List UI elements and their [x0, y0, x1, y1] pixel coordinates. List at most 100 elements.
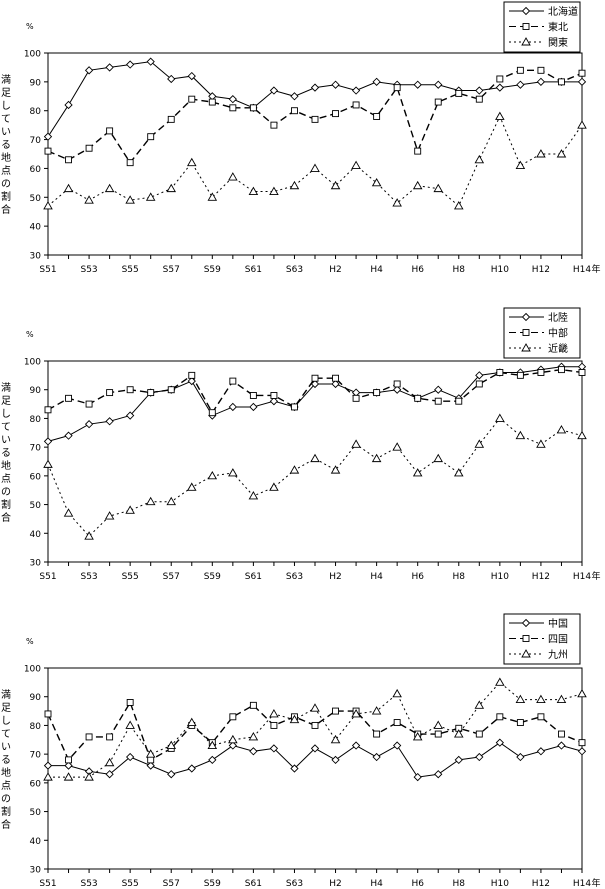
x-tick-label: H8 [453, 265, 466, 275]
data-point [208, 409, 216, 417]
y-axis-label-char: い [1, 435, 11, 446]
x-tick-label: S55 [122, 572, 139, 582]
data-point [186, 482, 197, 491]
data-point [434, 770, 443, 779]
data-point [64, 100, 73, 110]
data-point [125, 195, 135, 204]
data-point [474, 439, 485, 448]
data-point [536, 77, 546, 86]
data-point [147, 756, 155, 764]
data-point [413, 772, 422, 782]
data-point [412, 180, 423, 190]
data-point [373, 113, 381, 120]
y-tick-label: 90 [30, 386, 42, 396]
series-2 [44, 66, 586, 167]
data-point [453, 201, 464, 210]
y-axis-label-char: 足 [1, 702, 11, 714]
data-point [289, 714, 300, 724]
legend-marker [521, 649, 531, 658]
data-point [228, 95, 237, 104]
y-tick-label: 80 [30, 722, 42, 732]
data-point [453, 729, 464, 738]
data-point [270, 392, 278, 399]
data-point [434, 397, 442, 405]
y-tick-label: 40 [30, 837, 42, 847]
y-axis-label-char: 足 [1, 87, 11, 99]
data-point [43, 772, 53, 781]
data-point [536, 439, 546, 448]
y-axis-label-char: て [1, 422, 11, 433]
x-tick-label: H2 [329, 265, 342, 275]
y-tick-label: 80 [30, 415, 42, 425]
data-point [434, 730, 442, 738]
y-unit-label: % [26, 22, 34, 31]
data-point [392, 688, 402, 698]
data-point [63, 772, 74, 781]
series-3 [43, 111, 587, 210]
data-point [537, 369, 545, 376]
data-point [475, 380, 483, 388]
data-point [228, 468, 238, 477]
data-point [516, 371, 524, 379]
data-point [453, 468, 464, 477]
x-tick-label: S55 [122, 265, 139, 275]
data-point [85, 733, 93, 741]
data-point [351, 709, 361, 718]
data-point [558, 366, 565, 374]
legend-label: 北海道 [548, 5, 578, 18]
y-tick-label: 70 [30, 444, 42, 454]
y-axis-label-char: て [1, 114, 11, 125]
data-point [44, 147, 52, 155]
x-tick-label: H10 [491, 265, 509, 275]
data-point [229, 377, 237, 385]
data-point [188, 371, 196, 379]
data-point [310, 744, 320, 753]
data-point [229, 713, 237, 721]
data-point [126, 159, 134, 167]
data-point [515, 430, 526, 440]
x-tick-label: S53 [80, 879, 97, 889]
data-point [269, 709, 279, 718]
data-point [475, 371, 484, 380]
y-axis-label-char: し [1, 408, 11, 420]
data-point [351, 741, 361, 750]
data-point [310, 453, 320, 463]
data-point [125, 720, 135, 729]
data-point [495, 738, 504, 747]
data-point [208, 755, 217, 765]
x-tick-label: H8 [453, 572, 466, 582]
y-tick-label: 100 [24, 50, 41, 60]
x-tick-label: S63 [286, 265, 303, 275]
x-tick-label: H4 [370, 879, 383, 889]
data-point [228, 172, 238, 181]
y-axis-label-char: 満 [1, 74, 11, 86]
y-axis-label-char: し [1, 100, 11, 112]
data-point [434, 80, 443, 89]
data-point [105, 770, 114, 779]
data-point [371, 453, 382, 463]
y-tick-label: 50 [30, 194, 42, 204]
data-point [372, 77, 381, 86]
y-axis-label-char: 合 [1, 203, 11, 216]
data-point [64, 761, 73, 770]
y-tick-label: 90 [30, 78, 42, 88]
data-point [536, 149, 546, 158]
data-point [167, 386, 175, 394]
y-tick-label: 30 [30, 252, 42, 262]
data-point [85, 400, 93, 408]
data-point [146, 57, 155, 66]
y-axis-label-char: 地 [1, 459, 11, 472]
data-point [44, 406, 52, 414]
data-point [228, 741, 237, 750]
data-point [186, 717, 197, 727]
data-point [310, 83, 320, 92]
data-point [166, 183, 177, 193]
data-point [106, 127, 114, 135]
series-3 [43, 677, 587, 781]
x-tick-label: S61 [245, 265, 262, 275]
y-axis-label-char: 満 [1, 689, 11, 701]
series-line [47, 61, 582, 137]
data-point [413, 80, 422, 89]
